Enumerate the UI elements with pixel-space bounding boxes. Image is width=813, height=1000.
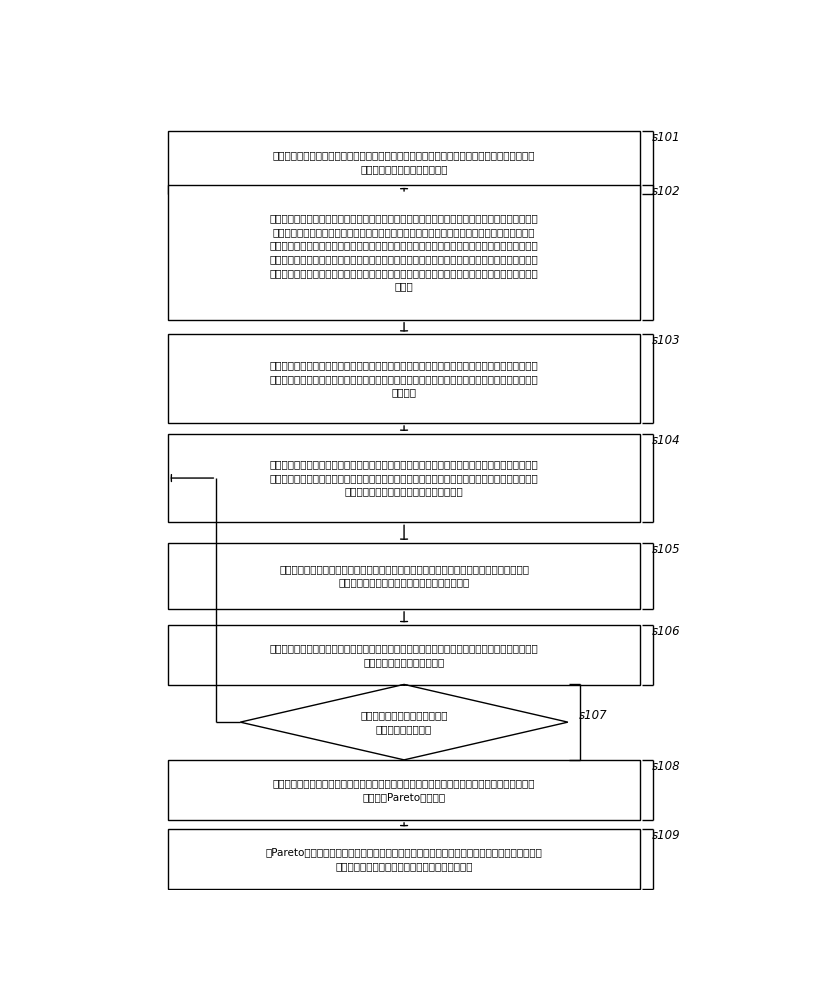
Text: s104: s104	[652, 434, 680, 447]
Text: s109: s109	[652, 829, 680, 842]
FancyBboxPatch shape	[167, 185, 641, 320]
Text: s105: s105	[652, 543, 680, 556]
FancyBboxPatch shape	[167, 829, 641, 889]
Text: 判断是否满足非支配排序遗传膜
算法的终止执行条件: 判断是否满足非支配排序遗传膜 算法的终止执行条件	[360, 710, 448, 734]
Text: s103: s103	[652, 334, 680, 347]
Text: 初始化非支配排序遗传膜算法的执行参数；所述非支配排序遗传膜算法为在第二代非支配排序遗传
算法的基础上引入膜计算法得到的算法；其中，所述非支配排序遗传膜算法中包含: 初始化非支配排序遗传膜算法的执行参数；所述非支配排序遗传膜算法为在第二代非支配排…	[270, 213, 538, 291]
FancyBboxPatch shape	[167, 543, 641, 609]
FancyBboxPatch shape	[167, 334, 641, 423]
Text: 将每层所述基本膜内的新子种群传送至下一层所述基本膜中，使其与下一层所述基本膜内的
新子种群进行合并更新，得到更新后的新子种群: 将每层所述基本膜内的新子种群传送至下一层所述基本膜中，使其与下一层所述基本膜内的…	[279, 564, 529, 588]
Text: s101: s101	[652, 131, 680, 144]
Text: 将备选优秀解集输入表层膜内，经过排序操作选择出最优秀解集，最优秀解集确定为能量控制目
标函数的Pareto最优解集: 将备选优秀解集输入表层膜内，经过排序操作选择出最优秀解集，最优秀解集确定为能量控…	[273, 778, 535, 802]
Text: 根据预设取値范围生成所述非支配排序遗传膜算法中每个所述粒子的初始値；并将各个取値为初始
値的粒子随机分配至各层所述基本膜中；由所述取値为初始値的粒子组成的种群为: 根据预设取値范围生成所述非支配排序遗传膜算法中每个所述粒子的初始値；并将各个取値…	[270, 360, 538, 397]
Text: 从Pareto最优解集选取所需的最优解，根据最优解得到各种分布式电源的发电功率，并依据发电
功率分别对微电网中的相应的分布式电源进行控制: 从Pareto最优解集选取所需的最优解，根据最优解得到各种分布式电源的发电功率，…	[266, 847, 542, 871]
Text: s107: s107	[579, 709, 608, 722]
Text: s108: s108	[652, 760, 680, 773]
FancyBboxPatch shape	[167, 625, 641, 685]
Polygon shape	[241, 684, 567, 760]
Text: s102: s102	[652, 185, 680, 198]
FancyBboxPatch shape	[167, 760, 641, 820]
Text: 将每层所述基本膜内的更新后的新子种群与其父代种群进行合并，并对合并后的新子种群进行所述
排序操作，得到备选优秀解集: 将每层所述基本膜内的更新后的新子种群与其父代种群进行合并，并对合并后的新子种群进…	[270, 643, 538, 667]
FancyBboxPatch shape	[167, 434, 641, 522]
Text: 设置微电网的能量控制目标函数；其中，能量控制目标函数中包含控制变量，控制变量包括微电
网中各种分布式电源的发电功率: 设置微电网的能量控制目标函数；其中，能量控制目标函数中包含控制变量，控制变量包括…	[273, 151, 535, 174]
FancyBboxPatch shape	[167, 131, 641, 194]
Text: s106: s106	[652, 625, 680, 638]
Text: 依据所述迭代次数、所述交叉概率及所述变异概率，分别对每层所述基本膜上的粒子执行所述第二
代非支配排序遗传算法，每次迭代完成后获得每层所述基本膜内的新子种群；所述: 依据所述迭代次数、所述交叉概率及所述变异概率，分别对每层所述基本膜上的粒子执行所…	[270, 459, 538, 497]
